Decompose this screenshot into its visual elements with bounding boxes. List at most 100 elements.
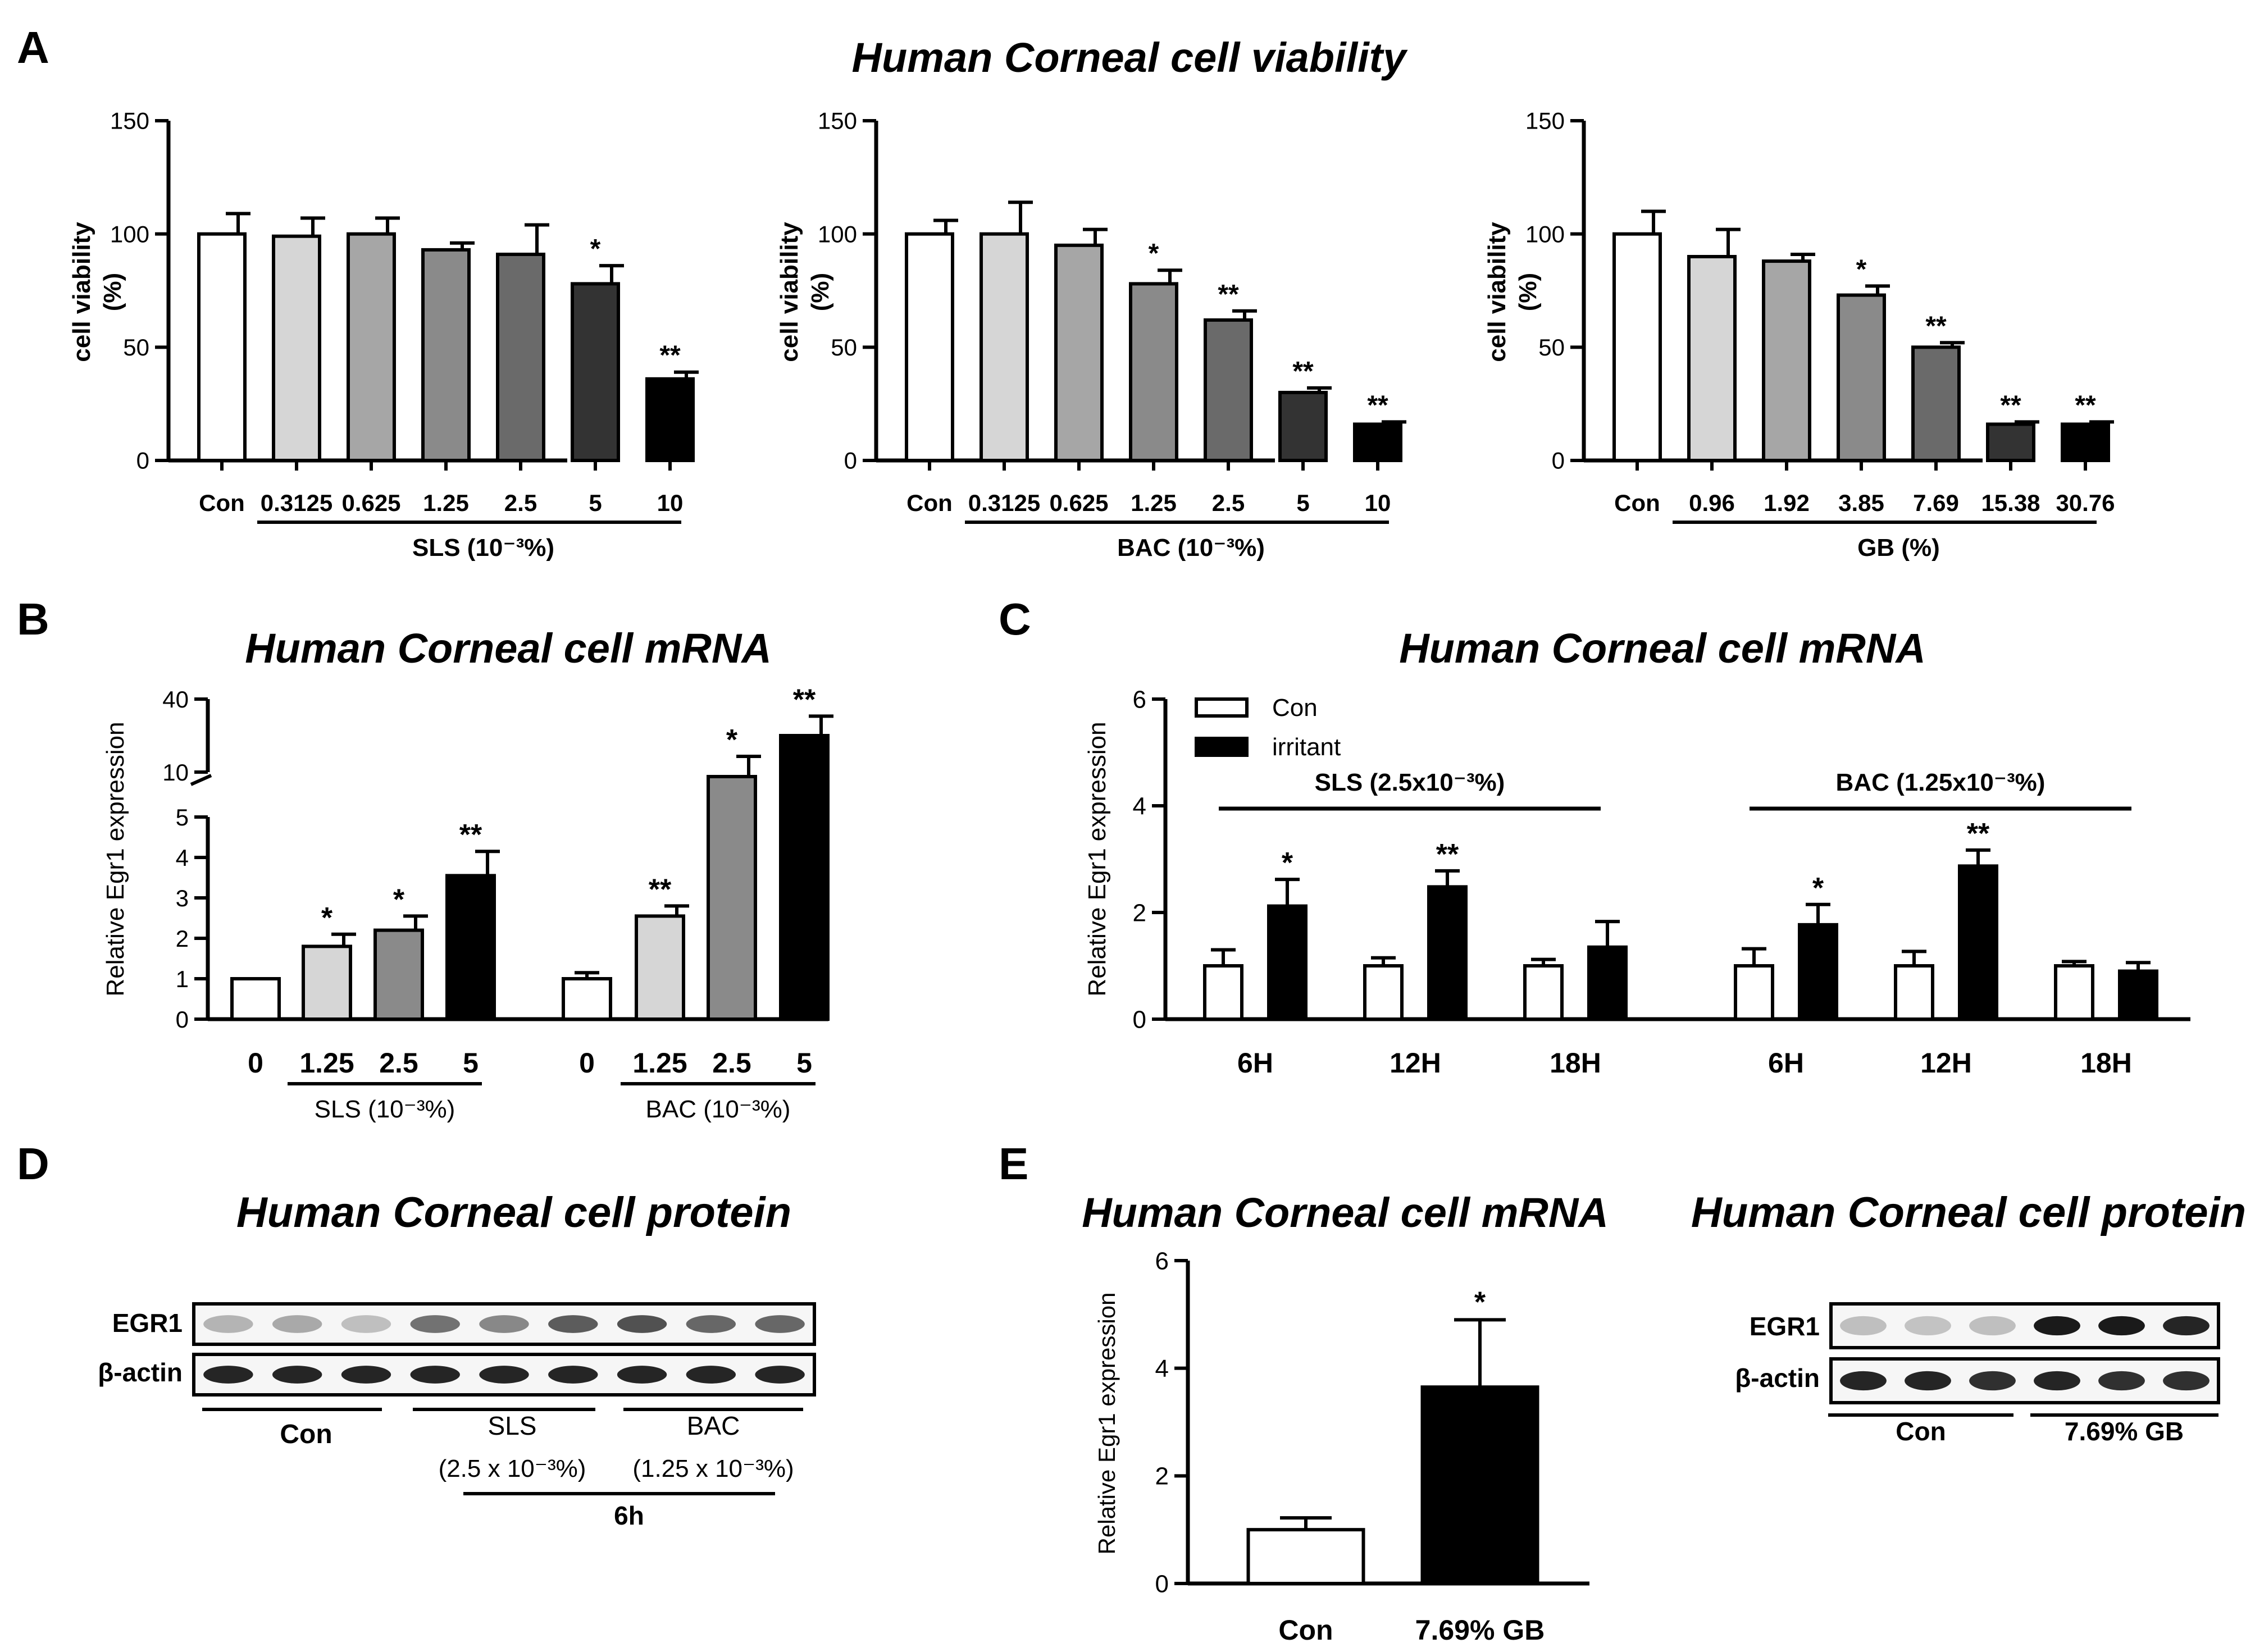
b-bar — [779, 734, 830, 1021]
chart-a1-bar — [496, 252, 545, 462]
chart-a1-category-label: 0.3125 — [261, 490, 332, 516]
chart-a3-significance: ** — [2000, 390, 2021, 420]
c-category-label: 6H — [1768, 1047, 1804, 1079]
b-significance: * — [393, 883, 405, 916]
chart-a3-bar — [1837, 293, 1886, 462]
title-b: Human Corneal cell mRNA — [245, 625, 772, 672]
title-c: Human Corneal cell mRNA — [1399, 625, 1926, 672]
c-y-tick-label: 0 — [1133, 1006, 1146, 1033]
chart-a3-bar — [1612, 232, 1662, 462]
c-significance: * — [1812, 872, 1824, 905]
e-bar — [1246, 1528, 1365, 1586]
c-bar-irritant — [1958, 864, 1998, 1021]
chart-a1-category-label: 0.625 — [341, 490, 400, 516]
b-bar — [373, 928, 424, 1021]
chart-a2-y-tick-label: 0 — [844, 448, 857, 474]
chart-a2-category-label: Con — [906, 490, 953, 516]
chart-a3-y-tick-label: 50 — [1538, 334, 1565, 360]
c-bar-con — [1203, 964, 1243, 1021]
blot-e-egr1-band — [1969, 1316, 2016, 1336]
chart-a3-group-label: GB (%) — [1857, 534, 1940, 562]
chart-a3-category-label: 1.92 — [1764, 490, 1810, 516]
chart-a1-bar — [272, 234, 321, 462]
b-category-label: 5 — [796, 1047, 812, 1079]
chart-a1-y-tick-label: 0 — [136, 448, 149, 474]
blot-d-actin-band — [548, 1366, 598, 1384]
c-bar-con — [1363, 964, 1404, 1021]
panel-letter-d: D — [17, 1139, 49, 1189]
chart-a-sls: 0 50 100 150 cell viability (%) Con 0.3125 0.625… — [68, 108, 699, 562]
panel-letter-a: A — [17, 22, 49, 72]
c-category-label: 18H — [2080, 1047, 2132, 1079]
b-bar — [635, 914, 685, 1021]
c-legend-swatch-con — [1195, 697, 1249, 718]
b-category-label: 0 — [579, 1047, 595, 1079]
chart-a1-category-label: Con — [199, 490, 245, 516]
chart-a2-significance: ** — [1367, 390, 1388, 420]
chart-a1-bar — [197, 232, 247, 462]
b-bar — [707, 775, 757, 1021]
c-bar-con — [1734, 964, 1774, 1021]
blot-e-actin-band — [2034, 1371, 2080, 1391]
b-y-tick-label: 40 — [162, 686, 189, 713]
chart-a2-category-label: 0.625 — [1049, 490, 1108, 516]
e-category-label: 7.69% GB — [1415, 1614, 1545, 1646]
chart-a3-significance: ** — [1925, 311, 1947, 341]
b-significance: ** — [459, 819, 482, 851]
chart-a2-bar — [905, 232, 954, 462]
blot-d-actin-band — [686, 1366, 736, 1384]
e-y-tick-label: 6 — [1155, 1247, 1169, 1275]
chart-a3-category-label: Con — [1614, 490, 1660, 516]
chart-a2-bar — [1353, 422, 1402, 463]
blot-e-actin-band — [1840, 1371, 1887, 1391]
c-bar-con — [2054, 964, 2094, 1021]
chart-a3-bar — [1986, 422, 2035, 463]
b-y-tick-label: 2 — [176, 925, 189, 952]
chart-a1-bar — [571, 282, 620, 462]
panel-letter-e: E — [999, 1139, 1028, 1189]
c-significance: ** — [1436, 838, 1459, 871]
chart-a2-group-label: BAC (10⁻³%) — [1117, 534, 1265, 562]
e-significance: * — [1474, 1286, 1486, 1318]
chart-a3-category-label: 3.85 — [1838, 490, 1884, 516]
b-category-label: 1.25 — [632, 1047, 687, 1079]
chart-a2-bar — [980, 232, 1029, 462]
blot-d-label-con: Con — [280, 1420, 332, 1449]
b-category-label: 2.5 — [712, 1047, 751, 1079]
b-y-tick-label: 0 — [176, 1006, 189, 1033]
chart-a2-bar — [1204, 318, 1253, 463]
c-significance: * — [1282, 847, 1293, 879]
chart-a3-bar — [1687, 255, 1737, 462]
blot-e-label-gb: 7.69% GB — [2065, 1417, 2184, 1446]
c-legend-label-irritant: irritant — [1272, 733, 1341, 761]
blot-d-actin-band — [617, 1366, 667, 1384]
c-y-tick-label: 4 — [1133, 792, 1146, 820]
chart-a3-significance: * — [1856, 254, 1867, 284]
b-category-label: 2.5 — [379, 1047, 418, 1079]
chart-a2-significance: * — [1149, 239, 1159, 268]
chart-a1-y-tick-label: 50 — [123, 334, 149, 360]
b-y-tick-label: 10 — [162, 759, 189, 786]
b-ylabel: Relative Egr1 expression — [102, 722, 129, 996]
b-axis-break — [190, 774, 212, 786]
e-category-label: Con — [1278, 1614, 1333, 1646]
blot-d-actin-band — [341, 1366, 391, 1384]
b-category-label: 5 — [463, 1047, 479, 1079]
title-e-protein: Human Corneal cell protein — [1691, 1189, 2246, 1236]
c-legend-label-con: Con — [1272, 694, 1318, 722]
chart-a2-category-label: 1.25 — [1131, 490, 1177, 516]
chart-a-gb: 0 50 100 150 cell viability (%) Con 0.96 1.92 3.8… — [1483, 108, 2115, 562]
c-group-label-bac: BAC (1.25x10⁻³%) — [1836, 769, 2046, 796]
b-y-tick-label: 3 — [176, 885, 189, 911]
chart-a3-bar — [1762, 259, 1811, 462]
c-bar-con — [1894, 964, 1934, 1021]
title-d: Human Corneal cell protein — [236, 1189, 791, 1236]
chart-a2-significance: ** — [1292, 357, 1314, 386]
chart-e: 0 2 4 6 Relative Egr1 expression Con * 7.69% GB — [1094, 1247, 1589, 1646]
chart-a1-ylabel-1: cell viability — [68, 222, 95, 362]
blot-d-row-label-egr1: EGR1 — [112, 1308, 183, 1338]
chart-a3-category-label: 15.38 — [1981, 490, 2040, 516]
chart-a3-category-label: 7.69 — [1913, 490, 1959, 516]
b-group-label: SLS (10⁻³%) — [315, 1096, 455, 1123]
